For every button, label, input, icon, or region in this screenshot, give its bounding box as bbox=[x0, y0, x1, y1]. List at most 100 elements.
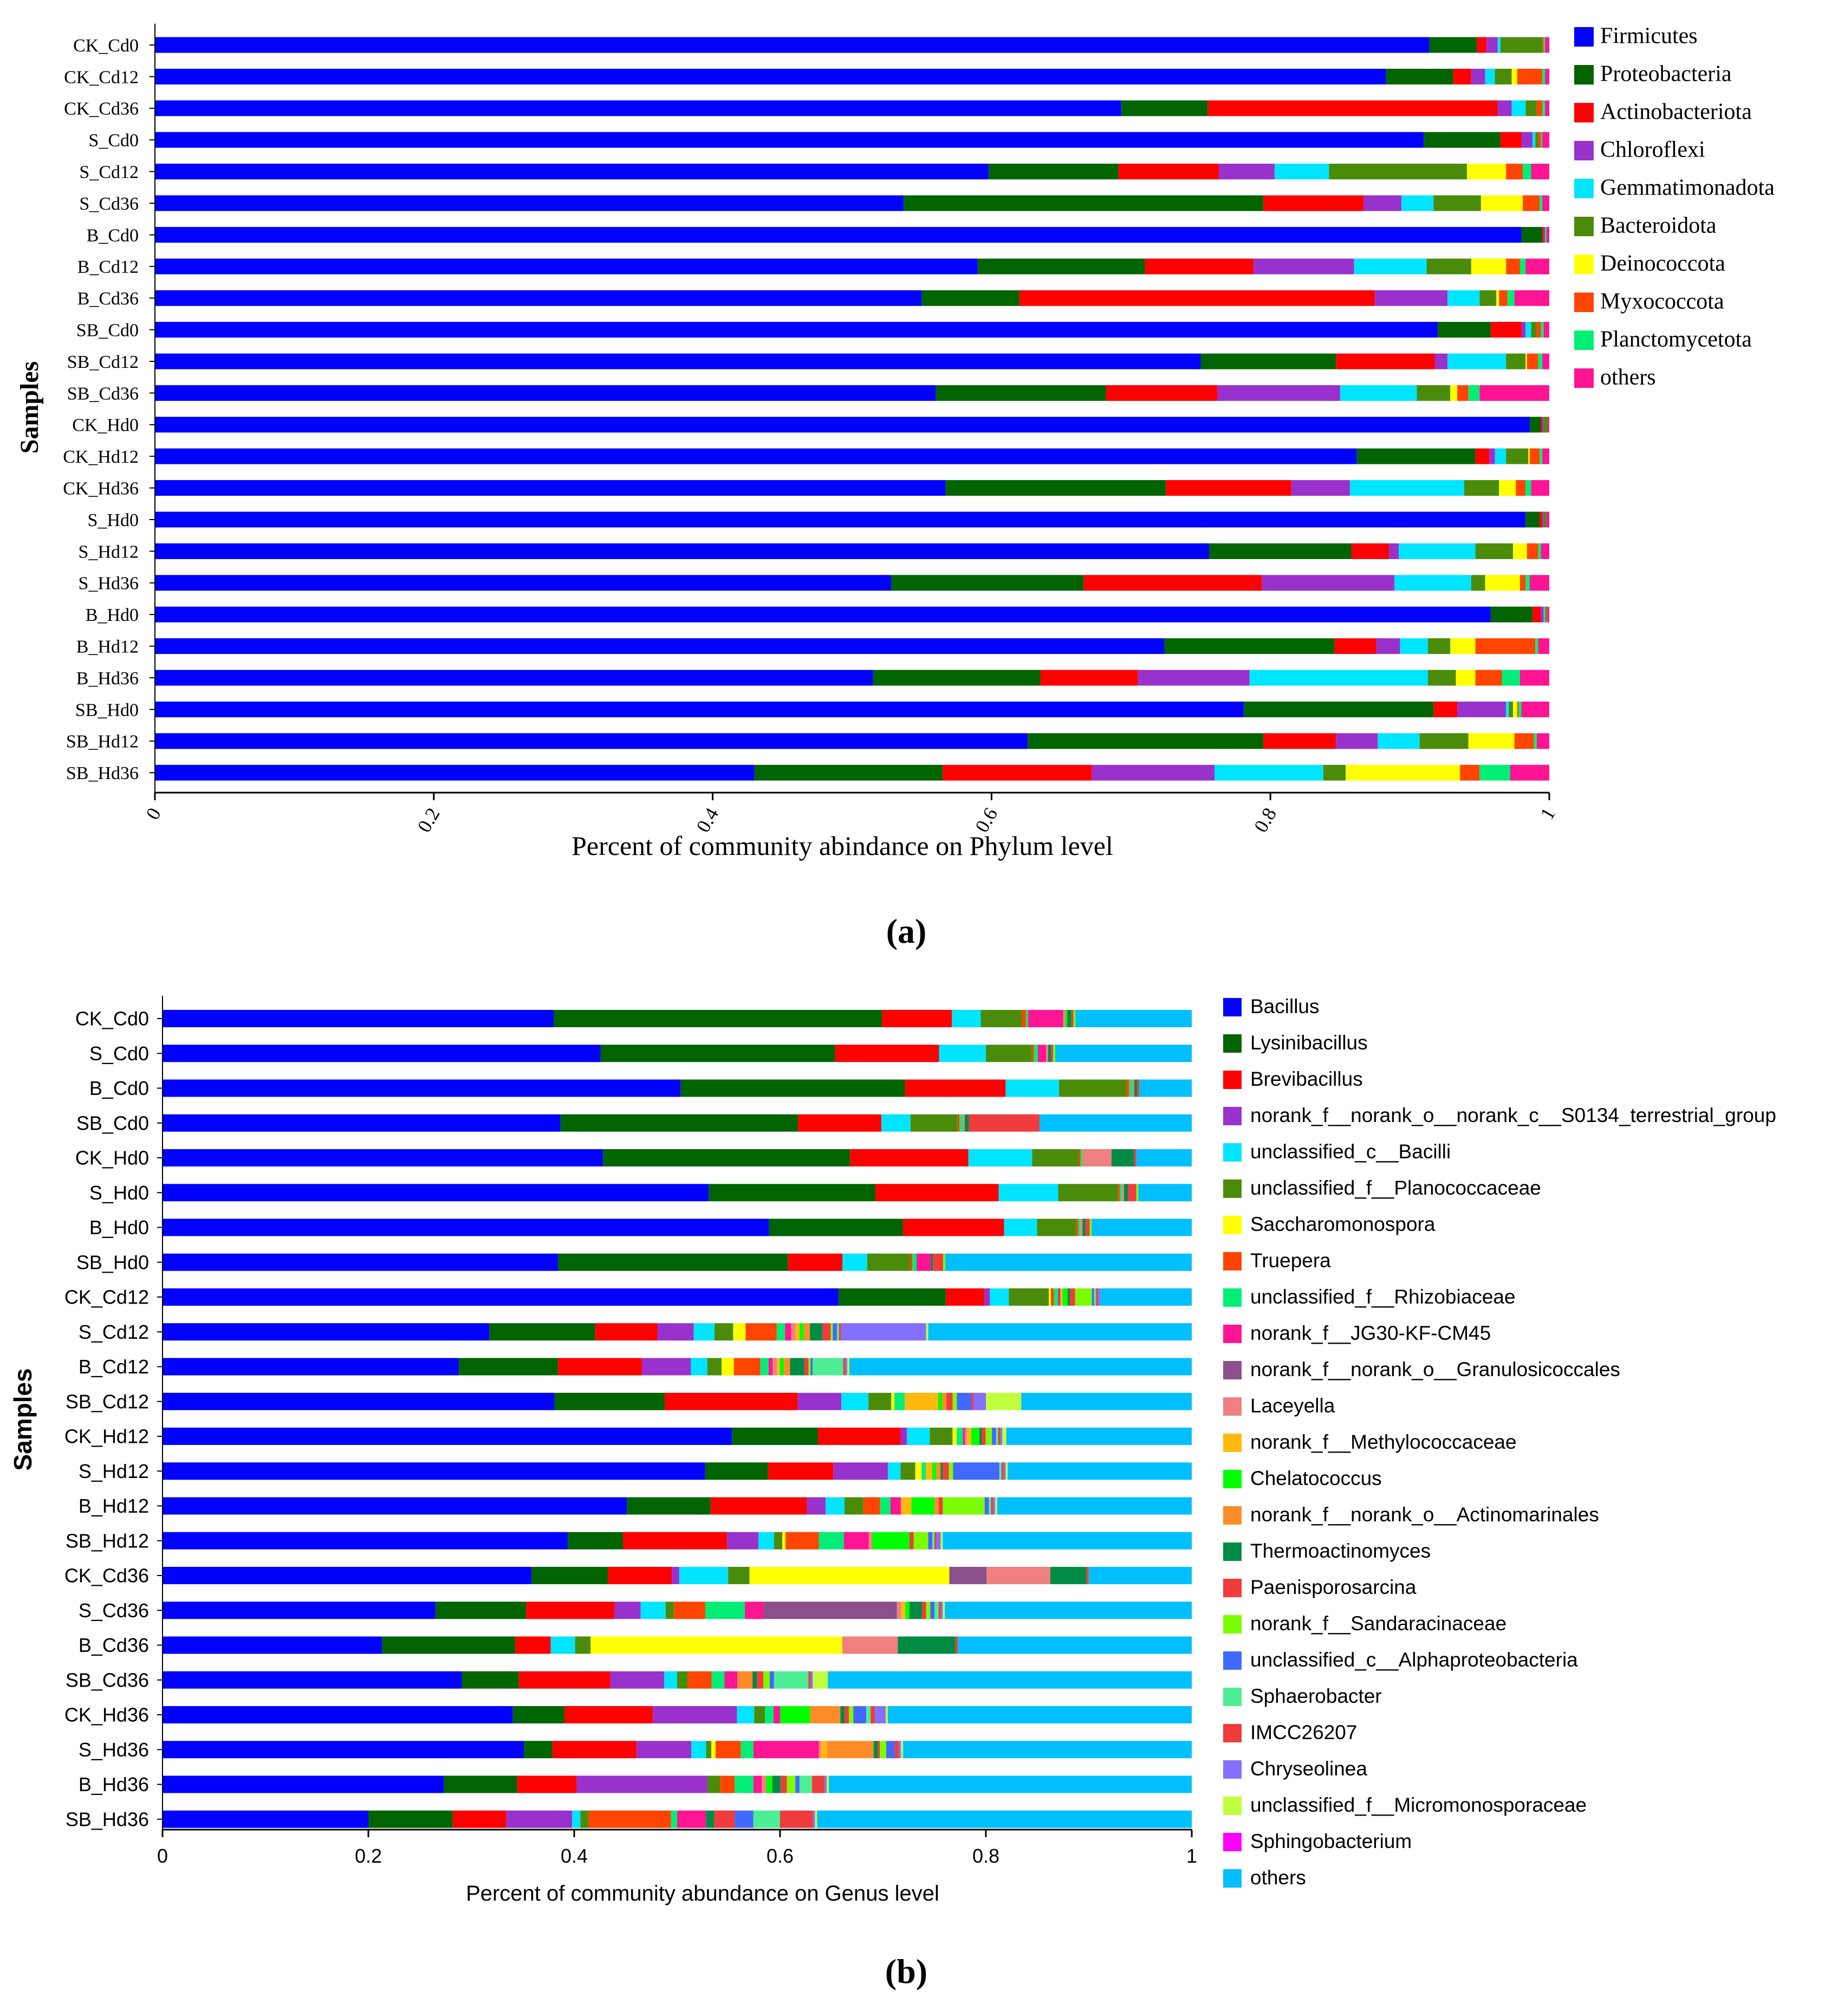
legend-swatch-sphaerobacter bbox=[1223, 1688, 1242, 1706]
bar-segment-sb-hd36-unclassified-c-bacilli bbox=[572, 1810, 581, 1828]
sample-label-sb-hd12: SB_Hd12 bbox=[66, 1529, 149, 1552]
bar-segment-b-cd36-unclassified-c-bacilli bbox=[550, 1636, 575, 1654]
bar-segment-sb-hd36-firmicutes bbox=[155, 764, 755, 781]
bar-segment-s-hd0-truepera bbox=[1118, 1184, 1120, 1202]
legend-label-truepera: Truepera bbox=[1250, 1249, 1331, 1272]
bar-segment-s-hd36-norank-f-sandaracinaceae bbox=[880, 1741, 887, 1759]
bar-segment-b-hd12-others bbox=[1538, 638, 1549, 654]
bar-segment-b-hd12-planctomycetota bbox=[1535, 638, 1538, 654]
bar-segment-sb-cd0-bacillus bbox=[163, 1114, 561, 1132]
bar-segment-sb-hd12-unclassified-c-alphaproteobacteria bbox=[928, 1532, 933, 1550]
bar-segment-sb-cd12-imcc26207 bbox=[971, 1392, 973, 1410]
bar-segment-b-hd0-others bbox=[1092, 1218, 1192, 1236]
bar-segment-s-hd36-actinobacteriota bbox=[1083, 575, 1262, 591]
bar-segment-s-cd12-norank-f-jg30-kf-cm45 bbox=[785, 1323, 791, 1341]
bar-segment-ck-hd36-firmicutes bbox=[155, 480, 946, 496]
bar-segment-s-hd0-firmicutes bbox=[155, 511, 1526, 528]
bar-segment-sb-cd36-truepera bbox=[687, 1671, 712, 1689]
bar-segment-b-hd12-norank-f-jg30-kf-cm45 bbox=[890, 1497, 901, 1515]
bar-segment-b-hd36-unclassified-c-alphaproteobacteria bbox=[795, 1775, 800, 1793]
bar-segment-b-hd36-others bbox=[828, 1775, 1192, 1793]
bar-segment-sb-cd36-chryseolinea bbox=[810, 1671, 813, 1689]
bar-segment-sb-cd0-thermoactinomyces bbox=[964, 1114, 969, 1132]
bar-segment-b-cd36-proteobacteria bbox=[921, 290, 1019, 306]
bar-segment-s-hd36-others bbox=[1529, 575, 1549, 591]
panel-a-bars bbox=[155, 37, 1549, 781]
bar-segment-ck-cd12-gemmatimonadota bbox=[1485, 68, 1495, 85]
bar-segment-sb-hd12-unclassified-f-planococcaceae bbox=[774, 1532, 783, 1550]
bar-segment-sb-hd12-bacteroidota bbox=[1419, 733, 1469, 749]
bar-segment-sb-hd12-chelatococcus bbox=[872, 1532, 910, 1550]
bar-segment-b-cd36-planctomycetota bbox=[1507, 290, 1515, 306]
bar-segment-s-cd36-unclassified-c-bacilli bbox=[640, 1602, 666, 1619]
bar-segment-s-cd36-proteobacteria bbox=[904, 195, 1264, 211]
bar-row-b-hd36 bbox=[163, 1775, 1192, 1793]
bar-segment-ck-hd12-norank-f-jg30-kf-cm45 bbox=[963, 1428, 965, 1445]
bar-segment-b-hd0-norank-f-sandaracinaceae bbox=[1089, 1218, 1092, 1236]
bar-segment-sb-hd36-chloroflexi bbox=[1092, 764, 1215, 781]
legend-label-norank-f-norank-o-granulosicoccales: norank_f__norank_o__Granulosicoccales bbox=[1250, 1358, 1620, 1380]
bar-segment-s-cd0-actinobacteriota bbox=[1500, 132, 1522, 148]
bar-segment-ck-hd12-imcc26207 bbox=[998, 1428, 1001, 1445]
bar-segment-ck-cd12-sphaerobacter bbox=[1094, 1288, 1096, 1306]
bar-segment-b-hd12-brevibacillus bbox=[710, 1497, 807, 1515]
sample-label-s-cd36: S_Cd36 bbox=[79, 1599, 149, 1622]
bar-segment-ck-hd12-unclassified-f-planococcaceae bbox=[930, 1428, 953, 1445]
bar-segment-s-hd0-actinobacteriota bbox=[1539, 511, 1543, 528]
bar-segment-b-cd12-others bbox=[1525, 258, 1549, 275]
bar-segment-s-cd36-bacillus bbox=[163, 1602, 436, 1619]
bar-row-b-cd36 bbox=[163, 1636, 1192, 1654]
bar-segment-sb-cd0-unclassified-c-bacilli bbox=[881, 1114, 911, 1132]
legend-item-norank-f-sandaracinaceae: norank_f__Sandaracinaceae bbox=[1223, 1612, 1506, 1635]
legend-swatch-brevibacillus bbox=[1223, 1071, 1242, 1089]
bar-segment-s-cd36-firmicutes bbox=[155, 195, 904, 211]
bar-segment-sb-cd36-bacteroidota bbox=[1417, 385, 1451, 401]
bar-segment-s-hd36-lysinibacillus bbox=[524, 1741, 553, 1759]
bar-segment-sb-hd36-unclassified-f-rhizobiaceae bbox=[671, 1810, 677, 1828]
bar-segment-sb-hd0-brevibacillus bbox=[788, 1253, 843, 1271]
sample-label-sb-cd36: SB_Cd36 bbox=[66, 1669, 149, 1691]
bar-segment-ck-hd12-laceyella bbox=[965, 1428, 967, 1445]
bar-segment-sb-cd12-deinococcota bbox=[1525, 353, 1527, 370]
sample-label-ck-cd36: CK_Cd36 bbox=[64, 99, 139, 119]
bar-segment-ck-hd36-thermoactinomyces bbox=[840, 1706, 845, 1723]
legend-label-proteobacteria: Proteobacteria bbox=[1600, 62, 1732, 87]
legend-label-bacillus: Bacillus bbox=[1250, 995, 1320, 1017]
bar-segment-sb-cd36-norank-f-sandaracinaceae bbox=[763, 1671, 770, 1689]
bar-segment-sb-hd36-unclassified-c-alphaproteobacteria bbox=[735, 1810, 754, 1828]
bar-segment-s-cd12-norank-f-methylococcaceae bbox=[795, 1323, 800, 1341]
bar-segment-b-cd12-norank-f-jg30-kf-cm45 bbox=[768, 1358, 773, 1376]
bar-row-sb-hd0 bbox=[155, 701, 1549, 717]
bar-segment-b-cd0-actinobacteriota bbox=[1542, 226, 1544, 243]
sample-label-sb-hd0: SB_Hd0 bbox=[76, 1251, 149, 1273]
bar-segment-s-hd12-firmicutes bbox=[155, 543, 1209, 559]
legend-swatch-paenisporosarcina bbox=[1223, 1579, 1242, 1597]
bar-segment-s-hd12-gemmatimonadota bbox=[1399, 543, 1476, 559]
bar-segment-sb-hd12-norank-f-jg30-kf-cm45 bbox=[843, 1532, 869, 1550]
bar-segment-sb-hd12-imcc26207 bbox=[934, 1532, 937, 1550]
bar-segment-sb-hd36-planctomycetota bbox=[1479, 764, 1510, 781]
bar-segment-ck-cd12-proteobacteria bbox=[1386, 68, 1453, 85]
bar-segment-s-hd12-chelatococcus bbox=[932, 1462, 937, 1480]
bar-segment-sb-cd0-myxococcota bbox=[1536, 322, 1541, 338]
bar-segment-s-hd12-actinobacteriota bbox=[1351, 543, 1389, 559]
bar-segment-sb-cd36-lysinibacillus bbox=[462, 1671, 519, 1689]
bar-segment-b-hd0-truepera bbox=[1076, 1218, 1079, 1236]
bar-segment-s-hd0-proteobacteria bbox=[1525, 511, 1540, 528]
bar-segment-s-hd36-others bbox=[903, 1741, 1192, 1759]
sample-label-sb-hd36: SB_Hd36 bbox=[66, 1808, 149, 1830]
bar-segment-b-hd36-planctomycetota bbox=[1502, 670, 1520, 686]
sample-label-sb-hd0: SB_Hd0 bbox=[75, 700, 139, 720]
bar-segment-b-cd12-unclassified-f-micromonosporaceae bbox=[847, 1358, 849, 1376]
sample-label-b-hd0: B_Hd0 bbox=[86, 605, 139, 625]
bar-segment-s-cd12-brevibacillus bbox=[595, 1323, 658, 1341]
legend-item-myxococcota: Myxococcota bbox=[1574, 289, 1724, 314]
bar-row-s-cd36 bbox=[155, 195, 1549, 211]
legend-item-norank-f-methylococcaceae: norank_f__Methylococcaceae bbox=[1223, 1431, 1517, 1453]
bar-segment-sb-hd0-proteobacteria bbox=[1244, 701, 1434, 717]
bar-segment-sb-hd36-imcc26207 bbox=[780, 1810, 813, 1828]
bar-segment-b-cd12-planctomycetota bbox=[1519, 258, 1526, 275]
legend-item-deinococcota: Deinococcota bbox=[1574, 251, 1725, 276]
sample-label-sb-hd36: SB_Hd36 bbox=[66, 763, 139, 783]
bar-segment-ck-cd12-bacteroidota bbox=[1495, 68, 1512, 85]
